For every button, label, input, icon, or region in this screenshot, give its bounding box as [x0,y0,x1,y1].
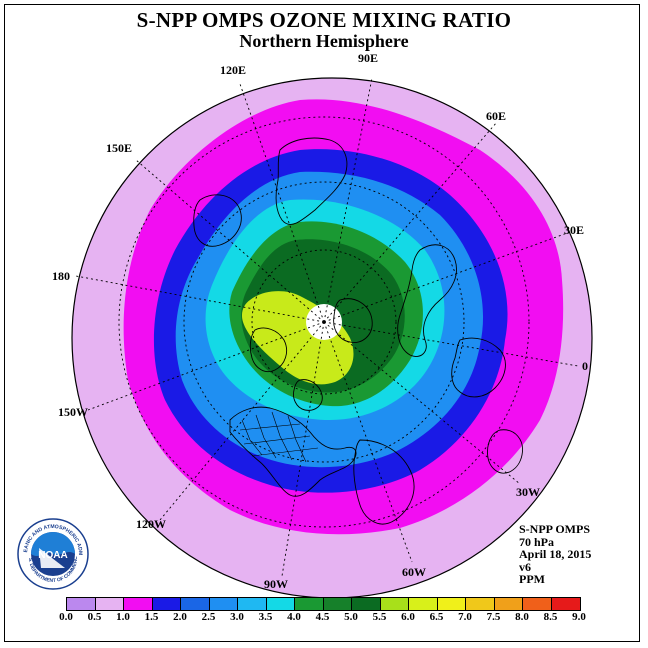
map-title: S-NPP OMPS OZONE MIXING RATIO [136,8,512,32]
map-subtitle: Northern Hemisphere [239,31,409,51]
color-scale-tick-label: 3.5 [258,611,273,623]
color-scale-ticks: 0.0 0.5 1.0 1.5 2.0 2.5 3.0 3.5 4.0 4.5 5.0 5.5 6.0 6… [52,611,612,625]
latitude-circle [118,116,530,528]
lon-label-90e: 90E [358,51,378,65]
color-scale-segment [124,598,153,610]
color-scale-tick-label: 7.5 [486,611,501,623]
ozone-field [72,78,592,598]
lon-label-150e: 150E [106,141,132,155]
color-scale-segment [295,598,324,610]
color-scale-segment [181,598,210,610]
coastlines [193,137,523,525]
color-scale-segment [209,598,238,610]
lon-label-60w: 60W [402,565,426,579]
latitude-circle [183,181,465,463]
color-scale-tick-label: 5.5 [372,611,387,623]
longitude-labels: 90E 60E 30E 0 30W 60W 90W 120W 150W 180 … [52,51,588,591]
color-scale-tick-label: 1.5 [144,611,159,623]
color-scale-tick-label: 2.0 [173,611,187,623]
meridian-120e [239,83,325,323]
meridian-180 [75,275,325,323]
instrument-label: S-NPP OMPS [519,522,590,536]
color-scale-tick-label: 0.0 [59,611,73,623]
color-scale-tick-label: 6.0 [401,611,415,623]
graticule [75,77,579,577]
color-scale-tick-label: 2.5 [201,611,216,623]
lon-label-120w: 120W [136,517,166,531]
color-scale-tick-label: 4.0 [287,611,301,623]
meridian-30w [323,321,521,485]
color-scale-tick-label: 5.0 [344,611,358,623]
color-scale-segment [152,598,181,610]
color-scale-segment [352,598,381,610]
latitude-circle [251,249,397,395]
units-label: PPM [519,572,545,586]
meridian-150e [135,159,325,323]
color-scale-segment [380,598,409,610]
meridian-90e [323,77,373,323]
color-scale-tick-label: 1.0 [116,611,130,623]
meridian-60e [323,121,498,323]
info-block: S-NPP OMPS 70 hPa April 18, 2015 v6 PPM [519,523,591,586]
color-scale-tick-label: 8.0 [515,611,529,623]
color-scale-tick-label: 8.5 [543,611,558,623]
color-scale-tick-label: 7.0 [458,611,472,623]
color-scale-segment [323,598,352,610]
color-scale-segment [409,598,438,610]
color-scale-segment [466,598,495,610]
color-scale-segment [551,598,580,610]
color-scale-segment [67,598,96,610]
color-scale-tick-label: 9.0 [572,611,586,623]
figure-frame [4,4,640,642]
color-scale-tick-label: 0.5 [87,611,102,623]
lon-label-180: 180 [52,269,70,283]
us-states-grid [239,411,319,463]
color-scale-segment [238,598,267,610]
lon-label-120e: 120E [220,63,246,77]
color-scale-segment [523,598,552,610]
meridian-30e [323,231,571,323]
lon-label-90w: 90W [264,577,288,591]
color-scale-segment [437,598,466,610]
lon-label-30e: 30E [564,223,584,237]
noaa-logo-icon: NATIONAL OCEANIC AND ATMOSPHERIC ADMINIS… [17,518,89,590]
lon-label-150w: 150W [58,405,88,419]
date-label: April 18, 2015 [519,547,592,561]
color-scale-segment [266,598,295,610]
color-scale-tick-label: 3.0 [230,611,244,623]
color-scale-segment [95,598,124,610]
pressure-level-label: 70 hPa [519,534,555,549]
lon-label-30w: 30W [516,485,540,499]
meridian-150w [87,321,325,411]
color-scale-tick-label: 6.5 [429,611,444,623]
color-scale-bar [66,597,581,611]
lon-label-0: 0 [582,359,588,373]
color-scale-segment [494,598,523,610]
color-scale-tick-label: 4.5 [315,611,330,623]
logo-text: NOAA [38,550,67,561]
version-label: v6 [519,559,531,574]
lon-label-60e: 60E [486,109,506,123]
